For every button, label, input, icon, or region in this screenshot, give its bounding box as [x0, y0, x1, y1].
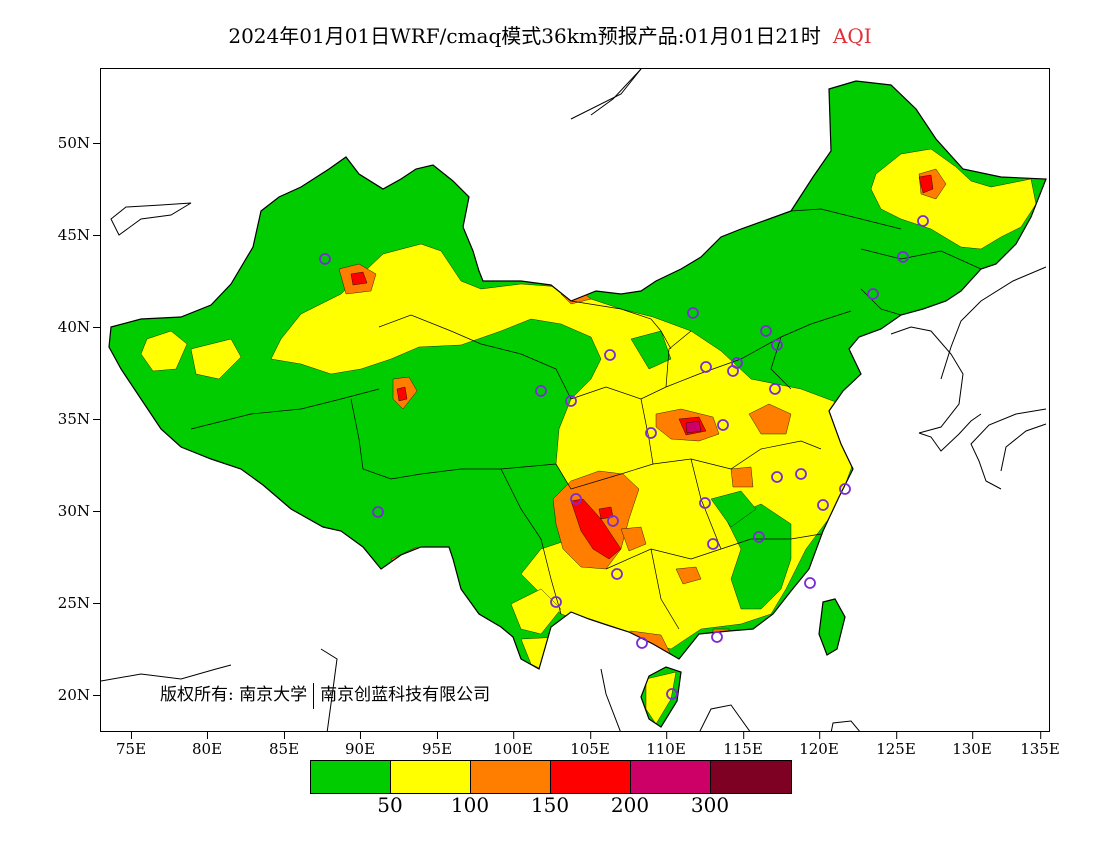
lat-label-25n: 25N: [57, 594, 101, 612]
legend-swatch-unhealthy: [551, 761, 631, 793]
legend-swatch-good: [311, 761, 391, 793]
lat-label-45n: 45N: [57, 226, 101, 244]
lon-label-80e: 80E: [191, 732, 223, 758]
country-outline: [108, 80, 1047, 728]
lat-label-40n: 40N: [57, 318, 101, 336]
lon-label-100e: 100E: [493, 732, 533, 758]
copyright-prefix: 版权所有:: [160, 685, 234, 705]
lon-label-130e: 130E: [952, 732, 992, 758]
aqi-map: [101, 69, 1047, 731]
lat-label-50n: 50N: [57, 134, 101, 152]
legend-label-150: 150: [530, 793, 570, 817]
lon-label-90e: 90E: [344, 732, 376, 758]
map-panel[interactable]: [100, 68, 1050, 732]
station-markers: [319, 215, 929, 700]
legend-label-300: 300: [690, 793, 730, 817]
coastlines: [101, 69, 1047, 731]
lat-label-30n: 30N: [57, 502, 101, 520]
legend-swatch-very-unhealthy: [631, 761, 711, 793]
lon-label-75e: 75E: [115, 732, 147, 758]
lon-label-135e: 135E: [1020, 732, 1060, 758]
lon-label-95e: 95E: [421, 732, 453, 758]
legend-swatch-hazardous: [711, 761, 791, 793]
legend-label-200: 200: [610, 793, 650, 817]
lon-label-120e: 120E: [799, 732, 839, 758]
legend-swatch-usg: [471, 761, 551, 793]
province-borders: [190, 208, 982, 630]
legend-label-50: 50: [377, 793, 403, 817]
copyright-owner-1: 南京大学: [239, 685, 308, 705]
copyright-separator: [313, 682, 315, 709]
color-legend: [310, 760, 792, 794]
lon-label-105e: 105E: [570, 732, 610, 758]
legend-swatch-moderate: [391, 761, 471, 793]
title-main: 2024年01月01日WRF/cmaq模式36km预报产品:01月01日21时: [228, 24, 821, 48]
copyright-owner-2: 南京创蓝科技有限公司: [320, 685, 491, 705]
lon-label-85e: 85E: [268, 732, 300, 758]
lon-label-125e: 125E: [876, 732, 916, 758]
lat-label-35n: 35N: [57, 410, 101, 428]
title-variable: AQI: [832, 24, 872, 48]
map-title: 2024年01月01日WRF/cmaq模式36km预报产品:01月01日21时 A…: [0, 20, 1100, 49]
lon-label-110e: 110E: [646, 732, 686, 758]
legend-label-100: 100: [450, 793, 490, 817]
lon-label-115e: 115E: [723, 732, 763, 758]
lat-label-20n: 20N: [57, 686, 101, 704]
copyright-notice: 版权所有: 南京大学 南京创蓝科技有限公司: [160, 680, 490, 709]
